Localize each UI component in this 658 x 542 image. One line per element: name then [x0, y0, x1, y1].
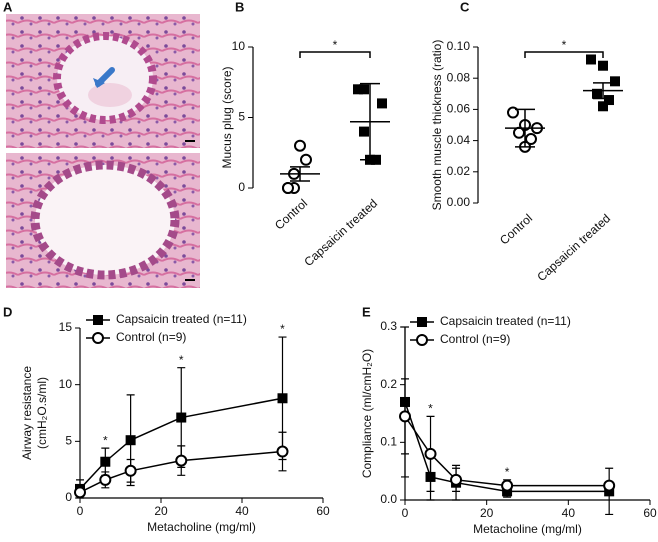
x-tick-label: 0: [77, 504, 84, 518]
y-tick-label: 0: [238, 180, 245, 194]
y-tick-label: 0.08: [447, 70, 471, 84]
marker-square: [100, 456, 111, 467]
marker-square: [176, 412, 187, 423]
histology-bottom: [6, 153, 200, 288]
marker-square: [359, 84, 369, 95]
error-bar: [290, 166, 310, 182]
y-axis-label: Mucus plug (score): [220, 66, 234, 168]
legend-label: Control (n=9): [440, 332, 510, 346]
x-tick-label: 40: [562, 506, 576, 520]
marker-circle: [513, 126, 525, 139]
x-tick-label: 20: [480, 506, 494, 520]
significance-label: *: [505, 465, 510, 479]
marker-circle: [450, 473, 463, 486]
y-axis-label: Compliance (ml/cmH₂O): [360, 349, 374, 478]
y-axis-label: (cmH₂O.s/ml): [35, 377, 49, 449]
x-axis-label: Metacholine (mg/ml): [473, 522, 582, 536]
x-tick-label: 0: [402, 506, 409, 520]
marker-square: [377, 98, 387, 109]
marker-square: [359, 126, 369, 137]
y-tick-label: 10: [59, 377, 73, 391]
significance-bracket: [299, 51, 371, 58]
marker-circle: [525, 133, 537, 146]
panel-label: C: [460, 0, 470, 14]
marker-square: [277, 393, 288, 404]
marker-circle: [276, 445, 289, 458]
legend-marker: [417, 317, 427, 327]
marker-circle: [501, 479, 514, 492]
y-tick-label: 0.00: [447, 195, 471, 209]
y-tick-label: 0.3: [380, 319, 397, 333]
marker-circle: [424, 447, 437, 460]
marker-square: [125, 435, 136, 446]
marker-square: [586, 54, 596, 65]
marker-circle: [399, 410, 411, 423]
marker-circle: [294, 139, 306, 152]
y-tick-label: 0.10: [447, 39, 471, 53]
significance-bracket: [524, 51, 604, 58]
marker-square: [598, 101, 608, 112]
error-bar: [593, 82, 613, 100]
significance-label: *: [333, 38, 338, 52]
legend-label: Capsaicin treated (n=11): [116, 312, 247, 326]
y-tick-label: 0.2: [380, 377, 397, 391]
x-tick-label: 40: [235, 504, 249, 518]
marker-square: [610, 76, 620, 87]
x-tick-label: Capsaicin treated: [534, 211, 613, 284]
y-axis-label: Airway resistance: [20, 366, 34, 460]
marker-circle: [603, 479, 616, 492]
y-tick-label: 0.06: [447, 102, 471, 116]
marker-circle: [124, 464, 137, 477]
histology-top: [6, 14, 200, 148]
legend-marker: [416, 334, 428, 346]
x-tick-label: Capsaicin treated: [301, 196, 380, 269]
x-tick-label: 60: [316, 504, 330, 518]
legend-marker: [92, 332, 104, 344]
legend-label: Capsaicin treated (n=11): [440, 314, 571, 328]
significance-label: *: [103, 433, 108, 447]
legend-marker: [93, 315, 103, 325]
y-tick-label: 0.02: [447, 164, 471, 178]
y-tick-label: 0.0: [380, 492, 397, 506]
y-tick-label: 0.04: [447, 133, 471, 147]
x-tick-label: 60: [643, 506, 657, 520]
panel-label: A: [3, 0, 13, 14]
error-bar: [360, 82, 380, 161]
y-tick-label: 0: [65, 490, 72, 504]
significance-label: *: [179, 353, 184, 367]
marker-circle: [175, 454, 188, 467]
panel-label: B: [235, 0, 244, 14]
marker-square: [592, 88, 602, 99]
x-tick-label: Control: [497, 211, 535, 247]
y-tick-label: 5: [238, 110, 245, 124]
marker-circle: [282, 182, 294, 194]
x-tick-label: Control: [272, 196, 310, 232]
marker-circle: [74, 486, 86, 499]
y-axis-label: Smooth muscle thickness (ratio): [430, 40, 444, 211]
y-tick-label: 0.1: [380, 435, 397, 449]
significance-label: *: [562, 38, 567, 52]
marker-square: [604, 95, 614, 106]
marker-square: [598, 60, 608, 71]
y-tick-label: 10: [232, 39, 246, 53]
y-tick-label: 15: [59, 320, 73, 334]
marker-square: [353, 84, 363, 95]
panel-label: E: [362, 304, 371, 319]
marker-circle: [300, 153, 312, 166]
significance-label: *: [280, 322, 285, 336]
x-axis-label: Metacholine (mg/ml): [147, 520, 256, 534]
panel-label: D: [3, 304, 12, 319]
significance-label: *: [428, 402, 433, 416]
y-tick-label: 5: [65, 434, 72, 448]
x-tick-label: 20: [154, 504, 168, 518]
error-bar: [515, 108, 535, 148]
legend-label: Control (n=9): [116, 330, 186, 344]
marker-circle: [99, 473, 112, 486]
